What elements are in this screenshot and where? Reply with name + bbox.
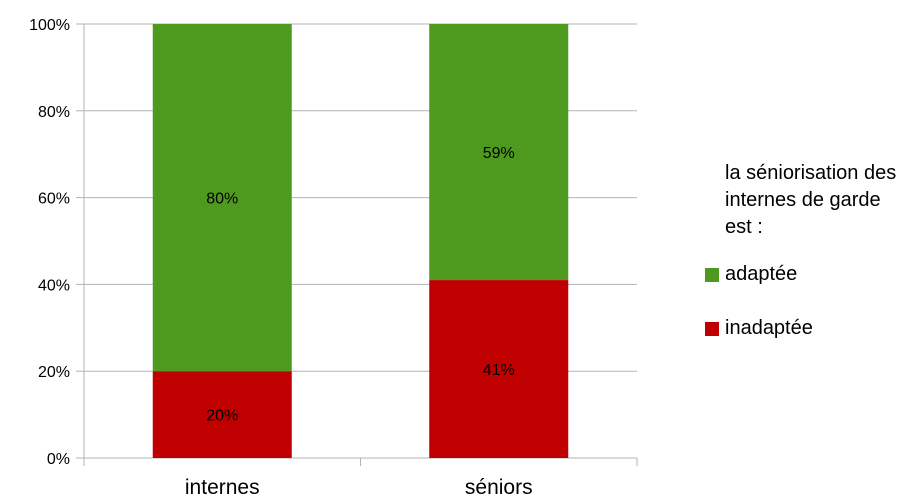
legend-title: la séniorisation des internes de garde e…: [725, 162, 897, 238]
data-label: 41%: [483, 362, 515, 379]
y-tick-label: 40%: [38, 277, 70, 294]
bar-segment-adaptée: [152, 24, 292, 372]
y-tick-label: 20%: [38, 364, 70, 381]
legend-swatch-adaptee: [705, 267, 719, 282]
x-axis-category-labels: internes séniors: [185, 476, 533, 499]
bar-segment-inadaptée: [429, 280, 569, 458]
legend-item-inadaptee: inadaptée: [705, 315, 909, 342]
legend-label-adaptee: adaptée: [725, 263, 798, 285]
data-label: 80%: [206, 191, 238, 208]
bar-segment-inadaptée: [152, 371, 292, 458]
y-tick-label: 60%: [38, 191, 70, 208]
y-axis-tick-labels: 0% 20% 40% 60% 80% 100%: [29, 17, 70, 468]
x-category-label: séniors: [465, 476, 533, 499]
bar-segment-adaptée: [429, 24, 569, 281]
bars: [152, 24, 569, 458]
legend-swatch-inadaptee: [705, 321, 719, 336]
y-tick-label: 0%: [47, 451, 70, 468]
legend-item-adaptee: adaptée: [705, 261, 909, 288]
data-labels: 20% 80% 41% 59%: [206, 145, 515, 425]
x-category-label: internes: [185, 476, 260, 499]
data-label: 59%: [483, 145, 515, 162]
data-label: 20%: [206, 408, 238, 425]
legend: la séniorisation des internes de garde e…: [705, 160, 909, 342]
chart: 0% 20% 40% 60% 80% 100% internes séniors 20% 80…: [29, 17, 638, 499]
y-tick-label: 100%: [29, 17, 70, 34]
legend-label-inadaptee: inadaptée: [725, 317, 813, 339]
y-tick-label: 80%: [38, 104, 70, 121]
